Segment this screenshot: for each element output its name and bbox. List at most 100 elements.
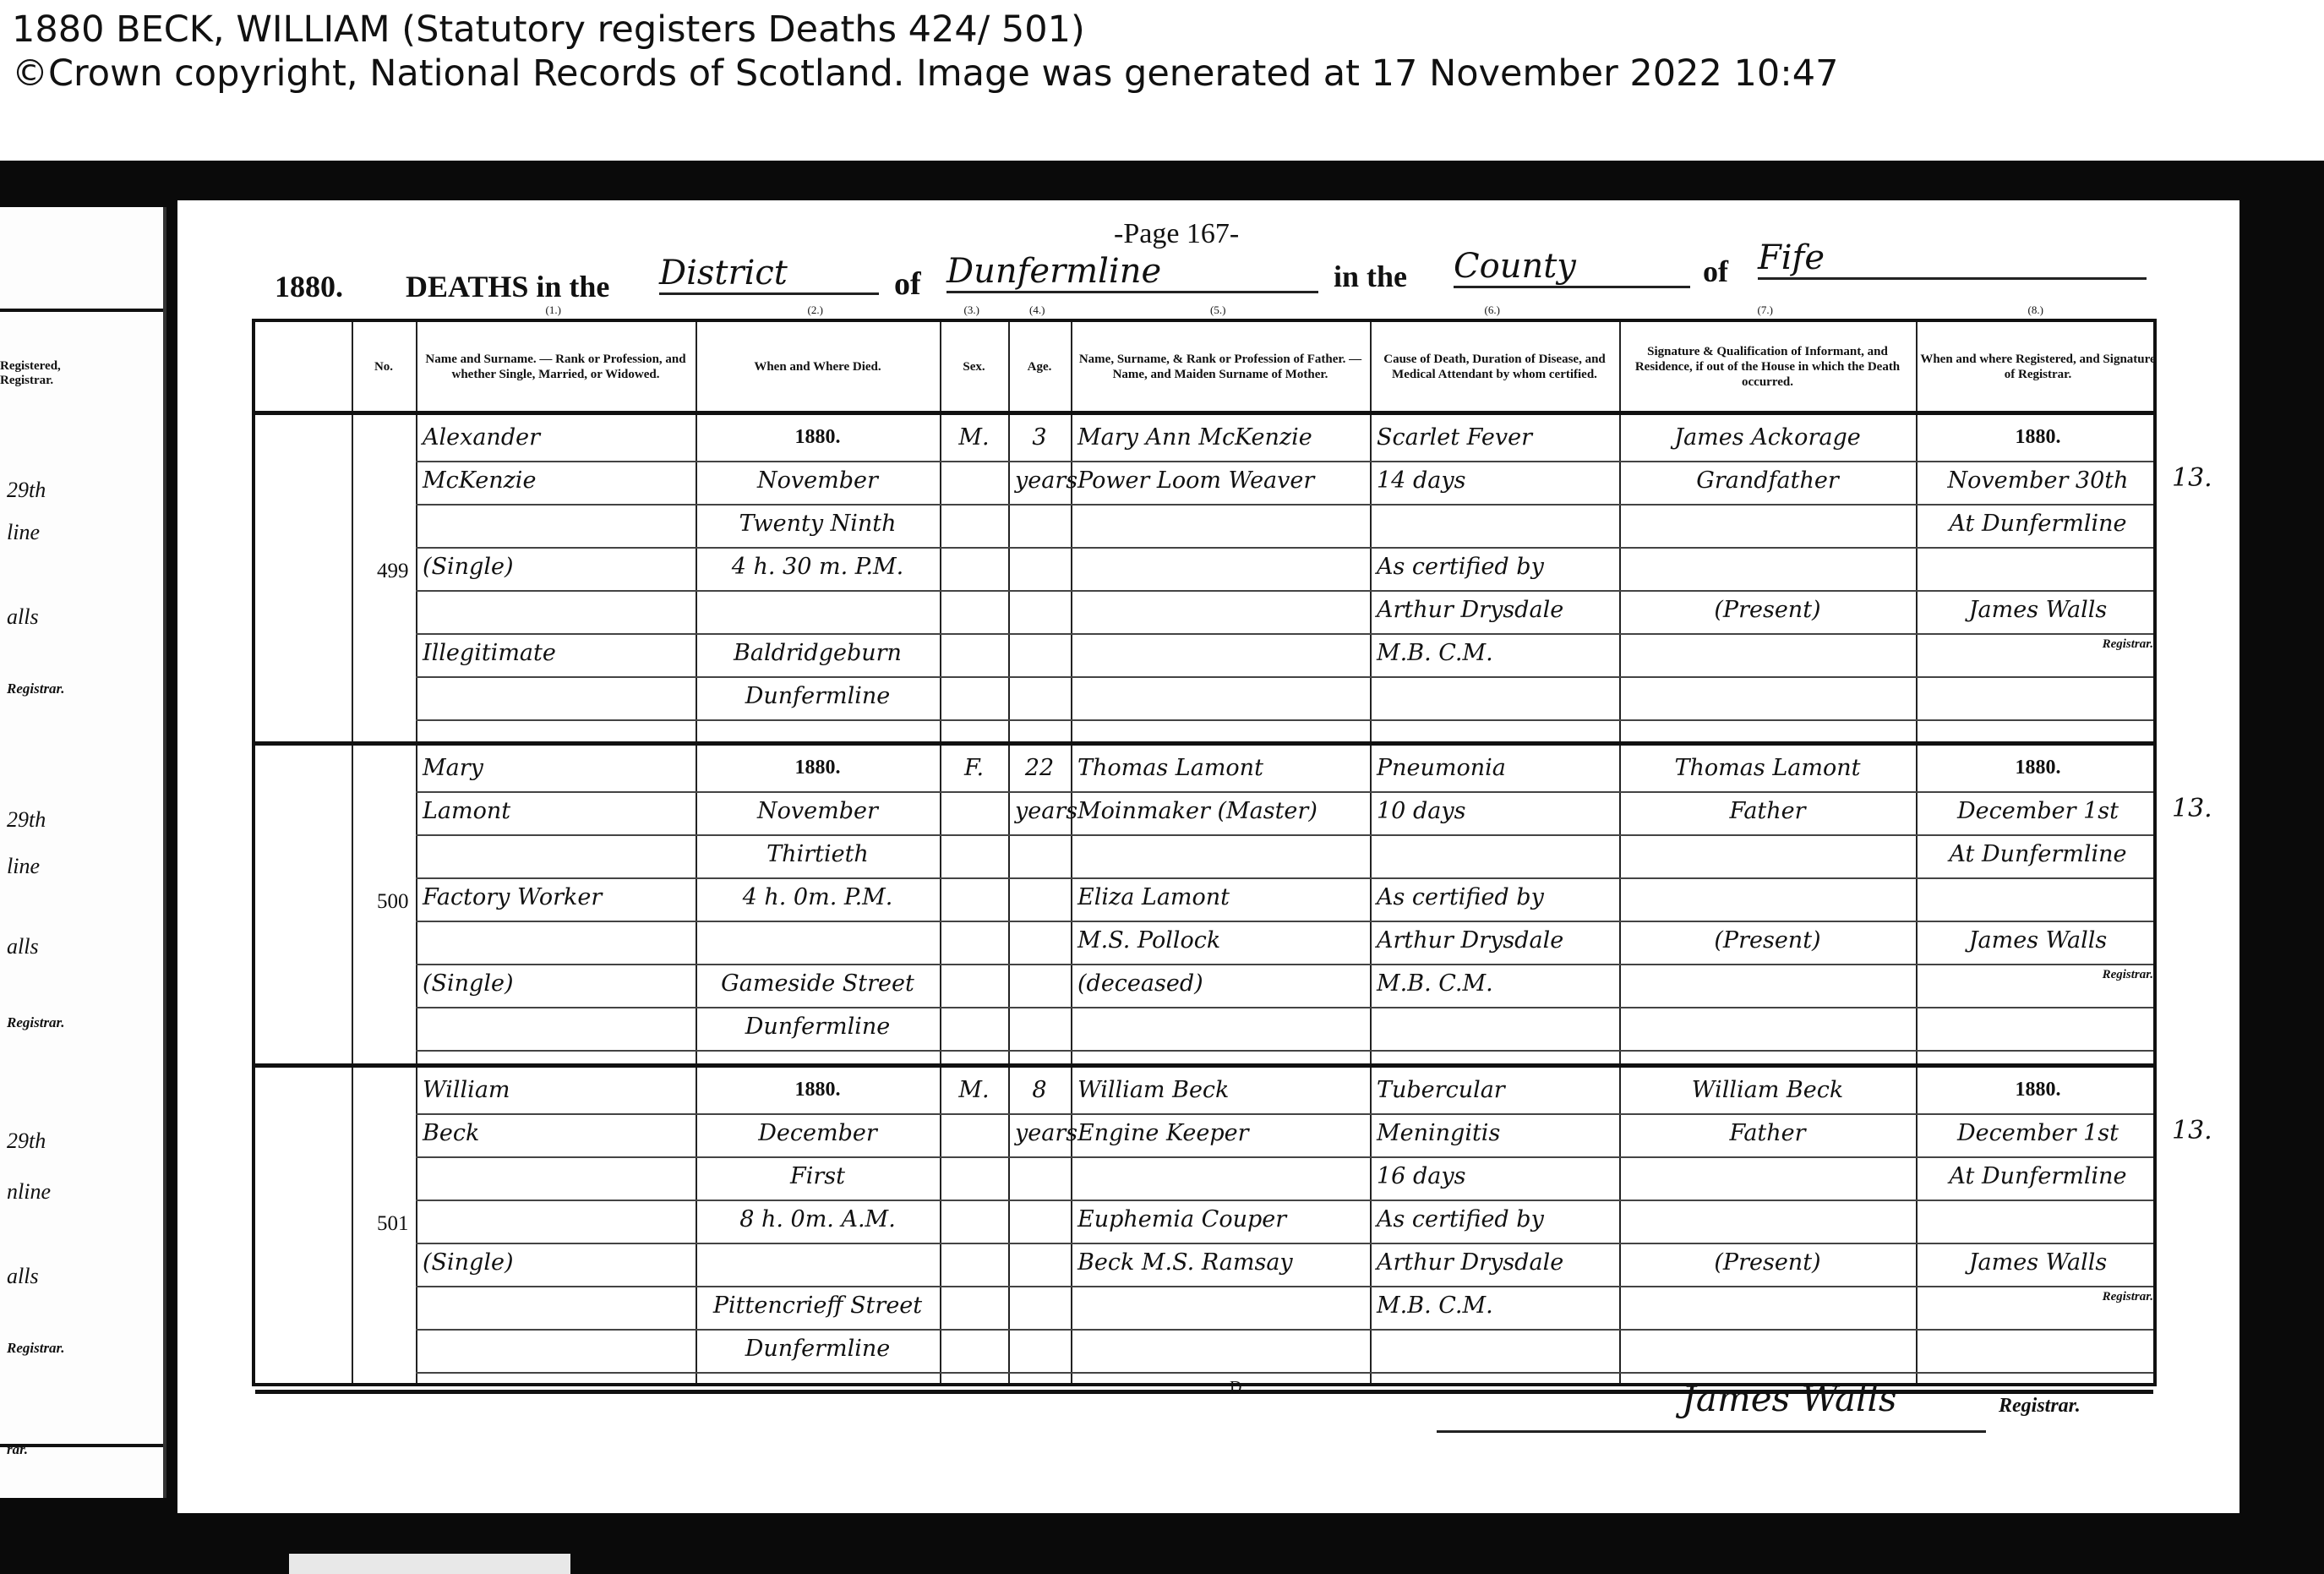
entry-line: Engine Keeper: [1077, 1120, 1249, 1146]
entry-line: years: [1015, 1120, 1078, 1146]
left-page-fragment-text: Registrar.: [7, 1014, 65, 1030]
ruled-line: [416, 461, 2153, 462]
record-title: 1880 BECK, WILLIAM (Statutory registers …: [12, 8, 1085, 51]
entry-line: Thomas Lamont: [1674, 755, 1861, 781]
entry-number: 501: [377, 1212, 409, 1235]
ruled-line: [416, 1007, 2153, 1008]
entry-line: [1077, 1155, 1363, 1198]
entry-line: [1923, 545, 2153, 588]
entry-line: Lamont: [423, 798, 511, 824]
copyright-notice: ©Crown copyright, National Records of Sc…: [12, 52, 1839, 95]
entry-line: December 1st: [1957, 798, 2119, 824]
entry-line: Alexander: [423, 424, 540, 451]
column-header-label: Age.: [1027, 359, 1052, 374]
ruled-line: [416, 1243, 2153, 1244]
ruled-line: [416, 1286, 2153, 1287]
column-header-label: Name, Surname, & Rank or Profession of F…: [1078, 352, 1362, 381]
entry-age-cell: 22 years: [1015, 746, 1077, 833]
ruled-line: [416, 590, 2153, 592]
column-header-registered: When and where Registered, and Signature…: [1916, 322, 2160, 411]
entry-name-cell: Mary Lamont Factory Worker (Single): [423, 746, 689, 1005]
entry-line: M.B. C.M.: [1377, 1293, 1493, 1319]
column-number: (4.): [1029, 303, 1045, 316]
row-divider: [255, 411, 2153, 415]
column-divider: [416, 322, 417, 1383]
left-page-fragment-text: line: [7, 854, 40, 878]
entry-line: 22: [1024, 755, 1055, 781]
entry-line: November: [757, 798, 878, 824]
ruled-line: [416, 1113, 2153, 1115]
entry-when-where-cell: 1880. November Thirtieth 4 h. 0m. P.M. Games…: [702, 746, 933, 1048]
left-page-fragment-text: alls: [7, 604, 39, 629]
entry-line: 14 days: [1377, 467, 1466, 494]
footer-letter: D: [1230, 1378, 1242, 1396]
left-page-fragment: Registered, Registrar. 29th line alls Regist…: [0, 207, 166, 1498]
entry-line: Father: [1729, 798, 1806, 824]
entry-line: At Dunfermline: [1949, 841, 2127, 867]
entry-line: November: [757, 467, 878, 494]
entry-line: Baldridgeburn: [734, 640, 902, 666]
ruled-line: [416, 964, 2153, 965]
column-header-label: Cause of Death, Duration of Disease, and…: [1383, 352, 1606, 381]
entry-line: [423, 1155, 689, 1198]
entry-line: 1880.: [794, 1079, 841, 1101]
entry-line: Thirtieth: [766, 841, 869, 867]
entry-line: Twenty Ninth: [739, 511, 897, 537]
column-divider: [1071, 322, 1072, 1383]
in-the-label: in the: [1334, 260, 1408, 293]
district-name: Dunfermline: [947, 252, 1318, 293]
entry-line: [1923, 1198, 2153, 1241]
entry-line: [423, 1198, 689, 1241]
column-number: (5.): [1210, 303, 1226, 316]
entry-line: [1377, 502, 1612, 545]
row-divider: [255, 741, 2153, 746]
of-label: of: [894, 266, 921, 302]
entry-line: (Present): [1714, 927, 1821, 954]
entry-line: Beck: [423, 1120, 480, 1146]
entry-line: Eliza Lamont: [1077, 884, 1230, 910]
ruled-line: [416, 676, 2153, 678]
entry-when-where-cell: 1880. December First 8 h. 0m. A.M. Pittencri…: [702, 1068, 933, 1370]
entry-line: 3: [1032, 424, 1047, 451]
entry-line: 8: [1032, 1077, 1047, 1103]
entry-line: As certified by: [1377, 1206, 1544, 1232]
row-divider: [255, 1063, 2153, 1068]
column-header-label: Name and Surname. — Rank or Profession, …: [425, 352, 686, 381]
ruled-line: [416, 547, 2153, 549]
column-header-label: No.: [374, 359, 394, 374]
entry-line: [1626, 1198, 1909, 1241]
column-divider: [352, 322, 353, 1383]
entry-line: [702, 1241, 933, 1284]
ruled-line: [416, 834, 2153, 836]
entry-informant-cell: William Beck Father (Present): [1626, 1068, 1909, 1284]
entry-line: Tubercular: [1377, 1077, 1505, 1103]
ruled-line: [416, 1200, 2153, 1201]
ruled-line: [416, 504, 2153, 506]
entry-line: James Walls: [1968, 597, 2108, 623]
entry-line: Gameside Street: [721, 970, 914, 997]
ruled-line: [416, 921, 2153, 922]
entry-line: At Dunfermline: [1949, 511, 2127, 537]
entry-when-where-cell: 1880. November Twenty Ninth 4 h. 30 m. P.M.…: [702, 416, 933, 718]
entry-line: [1077, 833, 1363, 876]
entry-line: First: [790, 1163, 845, 1189]
entry-line: (deceased): [1077, 970, 1203, 997]
entry-line: M.: [958, 1077, 990, 1103]
footer-registrar-signature: James Walls: [1682, 1378, 1897, 1419]
entry-number: 500: [377, 890, 409, 913]
entry-registered-cell: 1880. November 30th At Dunfermline James Wa…: [1923, 416, 2153, 657]
margin-annotation: 13.: [2172, 463, 2212, 493]
entry-line: years: [1015, 467, 1078, 494]
left-page-rule: [0, 309, 163, 1447]
entry-line: [1923, 876, 2153, 919]
entry-line: Beck M.S. Ramsay: [1077, 1249, 1293, 1276]
entry-line: Dunfermline: [745, 1336, 891, 1362]
entry-line: [1626, 545, 1909, 588]
column-header-when-where: When and Where Died.: [696, 322, 940, 411]
ruled-line: [416, 1329, 2153, 1331]
ruled-line: [416, 1372, 2153, 1374]
entry-line: William Beck: [1691, 1077, 1844, 1103]
entry-line: Moinmaker (Master): [1077, 798, 1317, 824]
column-header-label: Signature & Qualification of Informant, …: [1634, 344, 1901, 389]
entry-cause-cell: Pneumonia 10 days As certified by Arthur Dr…: [1377, 746, 1612, 1005]
